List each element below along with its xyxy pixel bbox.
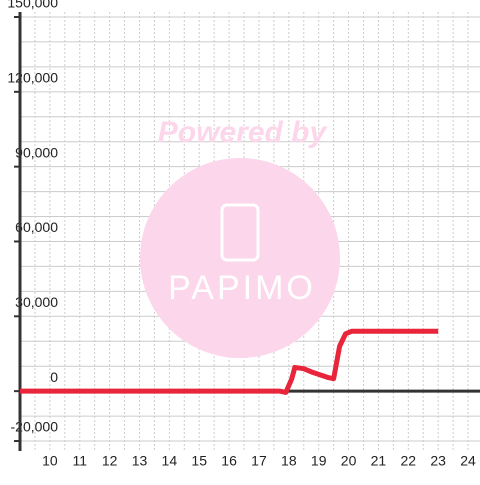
x-tick-label: 18 [281,453,297,469]
x-tick-label: 10 [42,453,58,469]
x-tick-label: 11 [72,453,87,469]
y-tick-label: 0 [50,369,58,385]
x-tick-label: 20 [341,453,357,469]
x-tick-label: 12 [102,453,118,469]
watermark-logo: PAPIMO [168,269,316,307]
watermark-circle [140,158,340,358]
y-tick-label: 150,000 [7,0,58,11]
x-tick-label: 17 [251,453,267,469]
y-tick-label: 90,000 [15,144,58,160]
x-tick-label: 21 [371,453,387,469]
y-tick-label: 30,000 [15,294,58,310]
line [20,328,439,395]
x-tick-label: 23 [430,453,446,469]
watermark-text: Powered by [158,116,328,149]
x-tick-label: 22 [401,453,417,469]
watermark-icon [220,203,260,262]
y-tick-label: 120,000 [7,70,58,86]
x-tick-label: 24 [460,453,476,469]
y-tick-label: -20,000 [11,419,59,435]
x-tick-label: 13 [132,453,148,469]
x-tick-label: 16 [221,453,237,469]
x-tick-label: 15 [191,453,207,469]
y-tick-label: 60,000 [15,219,58,235]
x-tick-label: 19 [311,453,327,469]
x-tick-label: 14 [162,453,178,469]
